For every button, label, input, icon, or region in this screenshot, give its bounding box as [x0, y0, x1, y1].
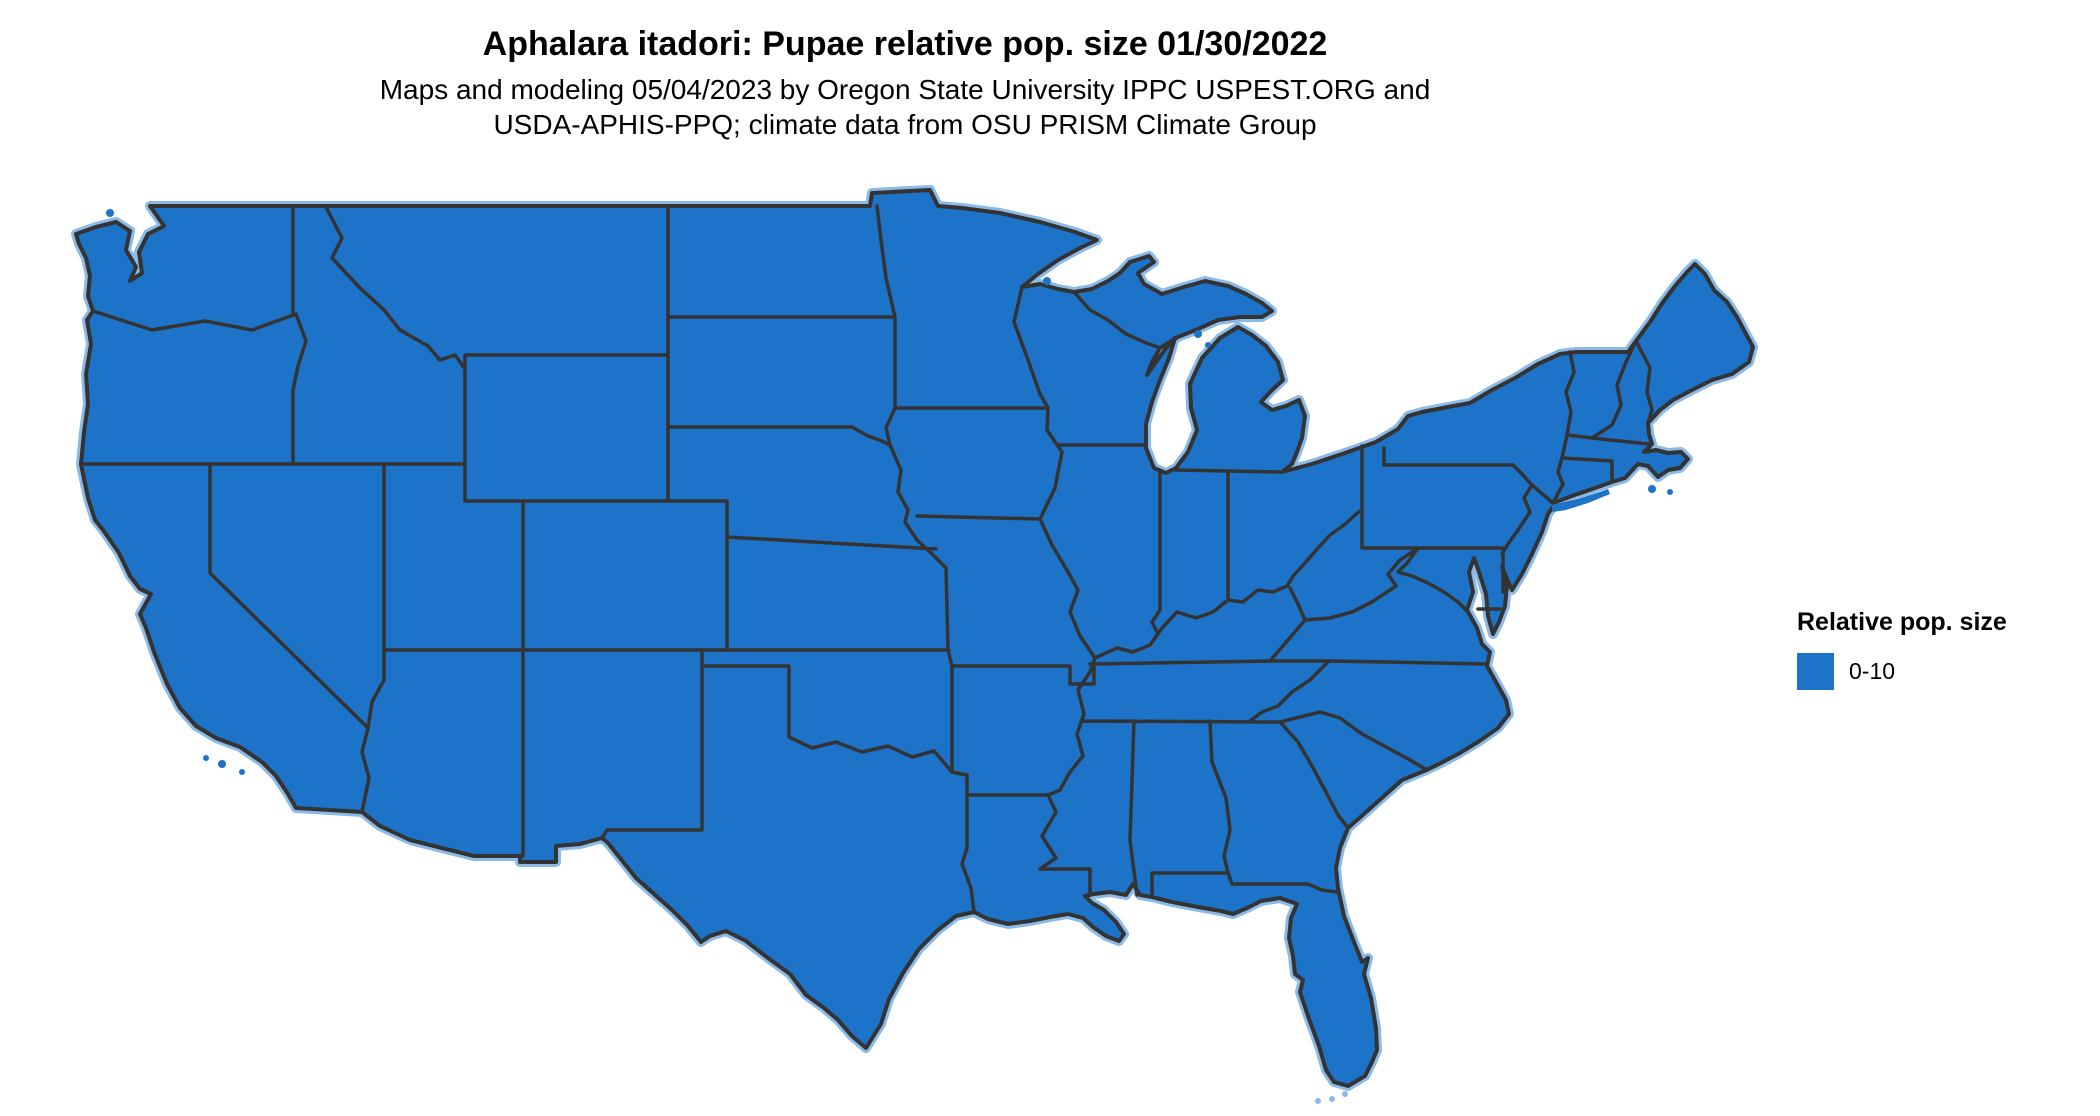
long-island [1551, 489, 1610, 512]
map-subtitle: Maps and modeling 05/04/2023 by Oregon S… [380, 72, 1431, 142]
florida-keys [1315, 1098, 1321, 1104]
apostle-islands [1043, 277, 1051, 285]
us-nation-outline [74, 188, 1755, 1088]
channel-island [203, 755, 209, 761]
state-borders [79, 204, 1654, 914]
nantucket-island [1667, 489, 1673, 495]
channel-island [218, 760, 226, 768]
florida-keys [1342, 1091, 1348, 1097]
legend-title: Relative pop. size [1797, 608, 2007, 636]
channel-island [239, 769, 245, 775]
map-subtitle-line2: USDA-APHIS-PPQ; climate data from OSU PR… [493, 109, 1317, 140]
map-subtitle-line1: Maps and modeling 05/04/2023 by Oregon S… [379, 74, 1431, 105]
isle-royale-island [1048, 237, 1080, 256]
legend-color-swatch [1797, 653, 1834, 690]
legend-item-label: 0-10 [1849, 658, 1896, 684]
map-title: Aphalara itadori: Pupae relative pop. si… [482, 25, 1328, 63]
lake-michigan-island [1205, 342, 1211, 348]
legend-item: 0-10 [1797, 653, 2007, 690]
map-header: Aphalara itadori: Pupae relative pop. si… [380, 22, 1431, 142]
marthas-vineyard-island [1648, 485, 1656, 493]
florida-keys [1329, 1096, 1335, 1102]
san-juan-island [106, 209, 114, 217]
map-legend: Relative pop. size 0-10 [1797, 608, 2007, 690]
lake-michigan-island [1194, 330, 1202, 338]
